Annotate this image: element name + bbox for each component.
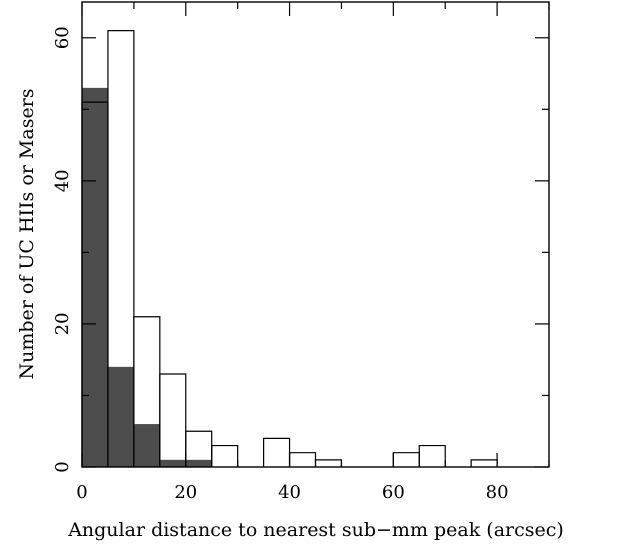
outline-bar-1 <box>107 30 135 467</box>
bars-layer <box>82 87 212 467</box>
tick-labels: 0 20 40 60 80 0 20 40 60 <box>52 26 509 503</box>
filled-bar-1 <box>107 366 134 467</box>
outline-bar-9 <box>314 459 343 467</box>
outline-bar-15 <box>470 459 498 467</box>
y-tick-label: 40 <box>52 169 73 192</box>
plot-frame <box>81 1 550 468</box>
axis-ticks <box>81 2 550 468</box>
filled-bar-4 <box>185 459 212 467</box>
x-axis-label: Angular distance to nearest sub−mm peak … <box>67 519 564 541</box>
plot-border <box>81 1 550 468</box>
outline-bar-3 <box>159 373 187 467</box>
y-tick-label: 60 <box>52 26 73 49</box>
x-tick-label: 80 <box>486 482 509 503</box>
x-tick-label: 0 <box>76 482 87 503</box>
filled-bar-3 <box>159 459 186 467</box>
outline-bar-7 <box>263 437 291 467</box>
filled-bar-0 <box>82 87 108 467</box>
filled-bar-2 <box>133 424 160 467</box>
outline-histogram <box>81 30 498 467</box>
outline-bar-8 <box>288 452 317 467</box>
outline-bar-12 <box>392 452 420 467</box>
y-tick-label: 20 <box>52 312 73 335</box>
x-tick-label: 60 <box>382 482 405 503</box>
x-tick-label: 40 <box>278 482 301 503</box>
x-tick-label: 20 <box>174 482 197 503</box>
y-tick-label: 0 <box>52 461 73 472</box>
outline-bar-13 <box>418 444 446 467</box>
y-axis-label: Number of UC HIIs or Masers <box>16 88 38 379</box>
outline-bar-5 <box>211 444 239 467</box>
